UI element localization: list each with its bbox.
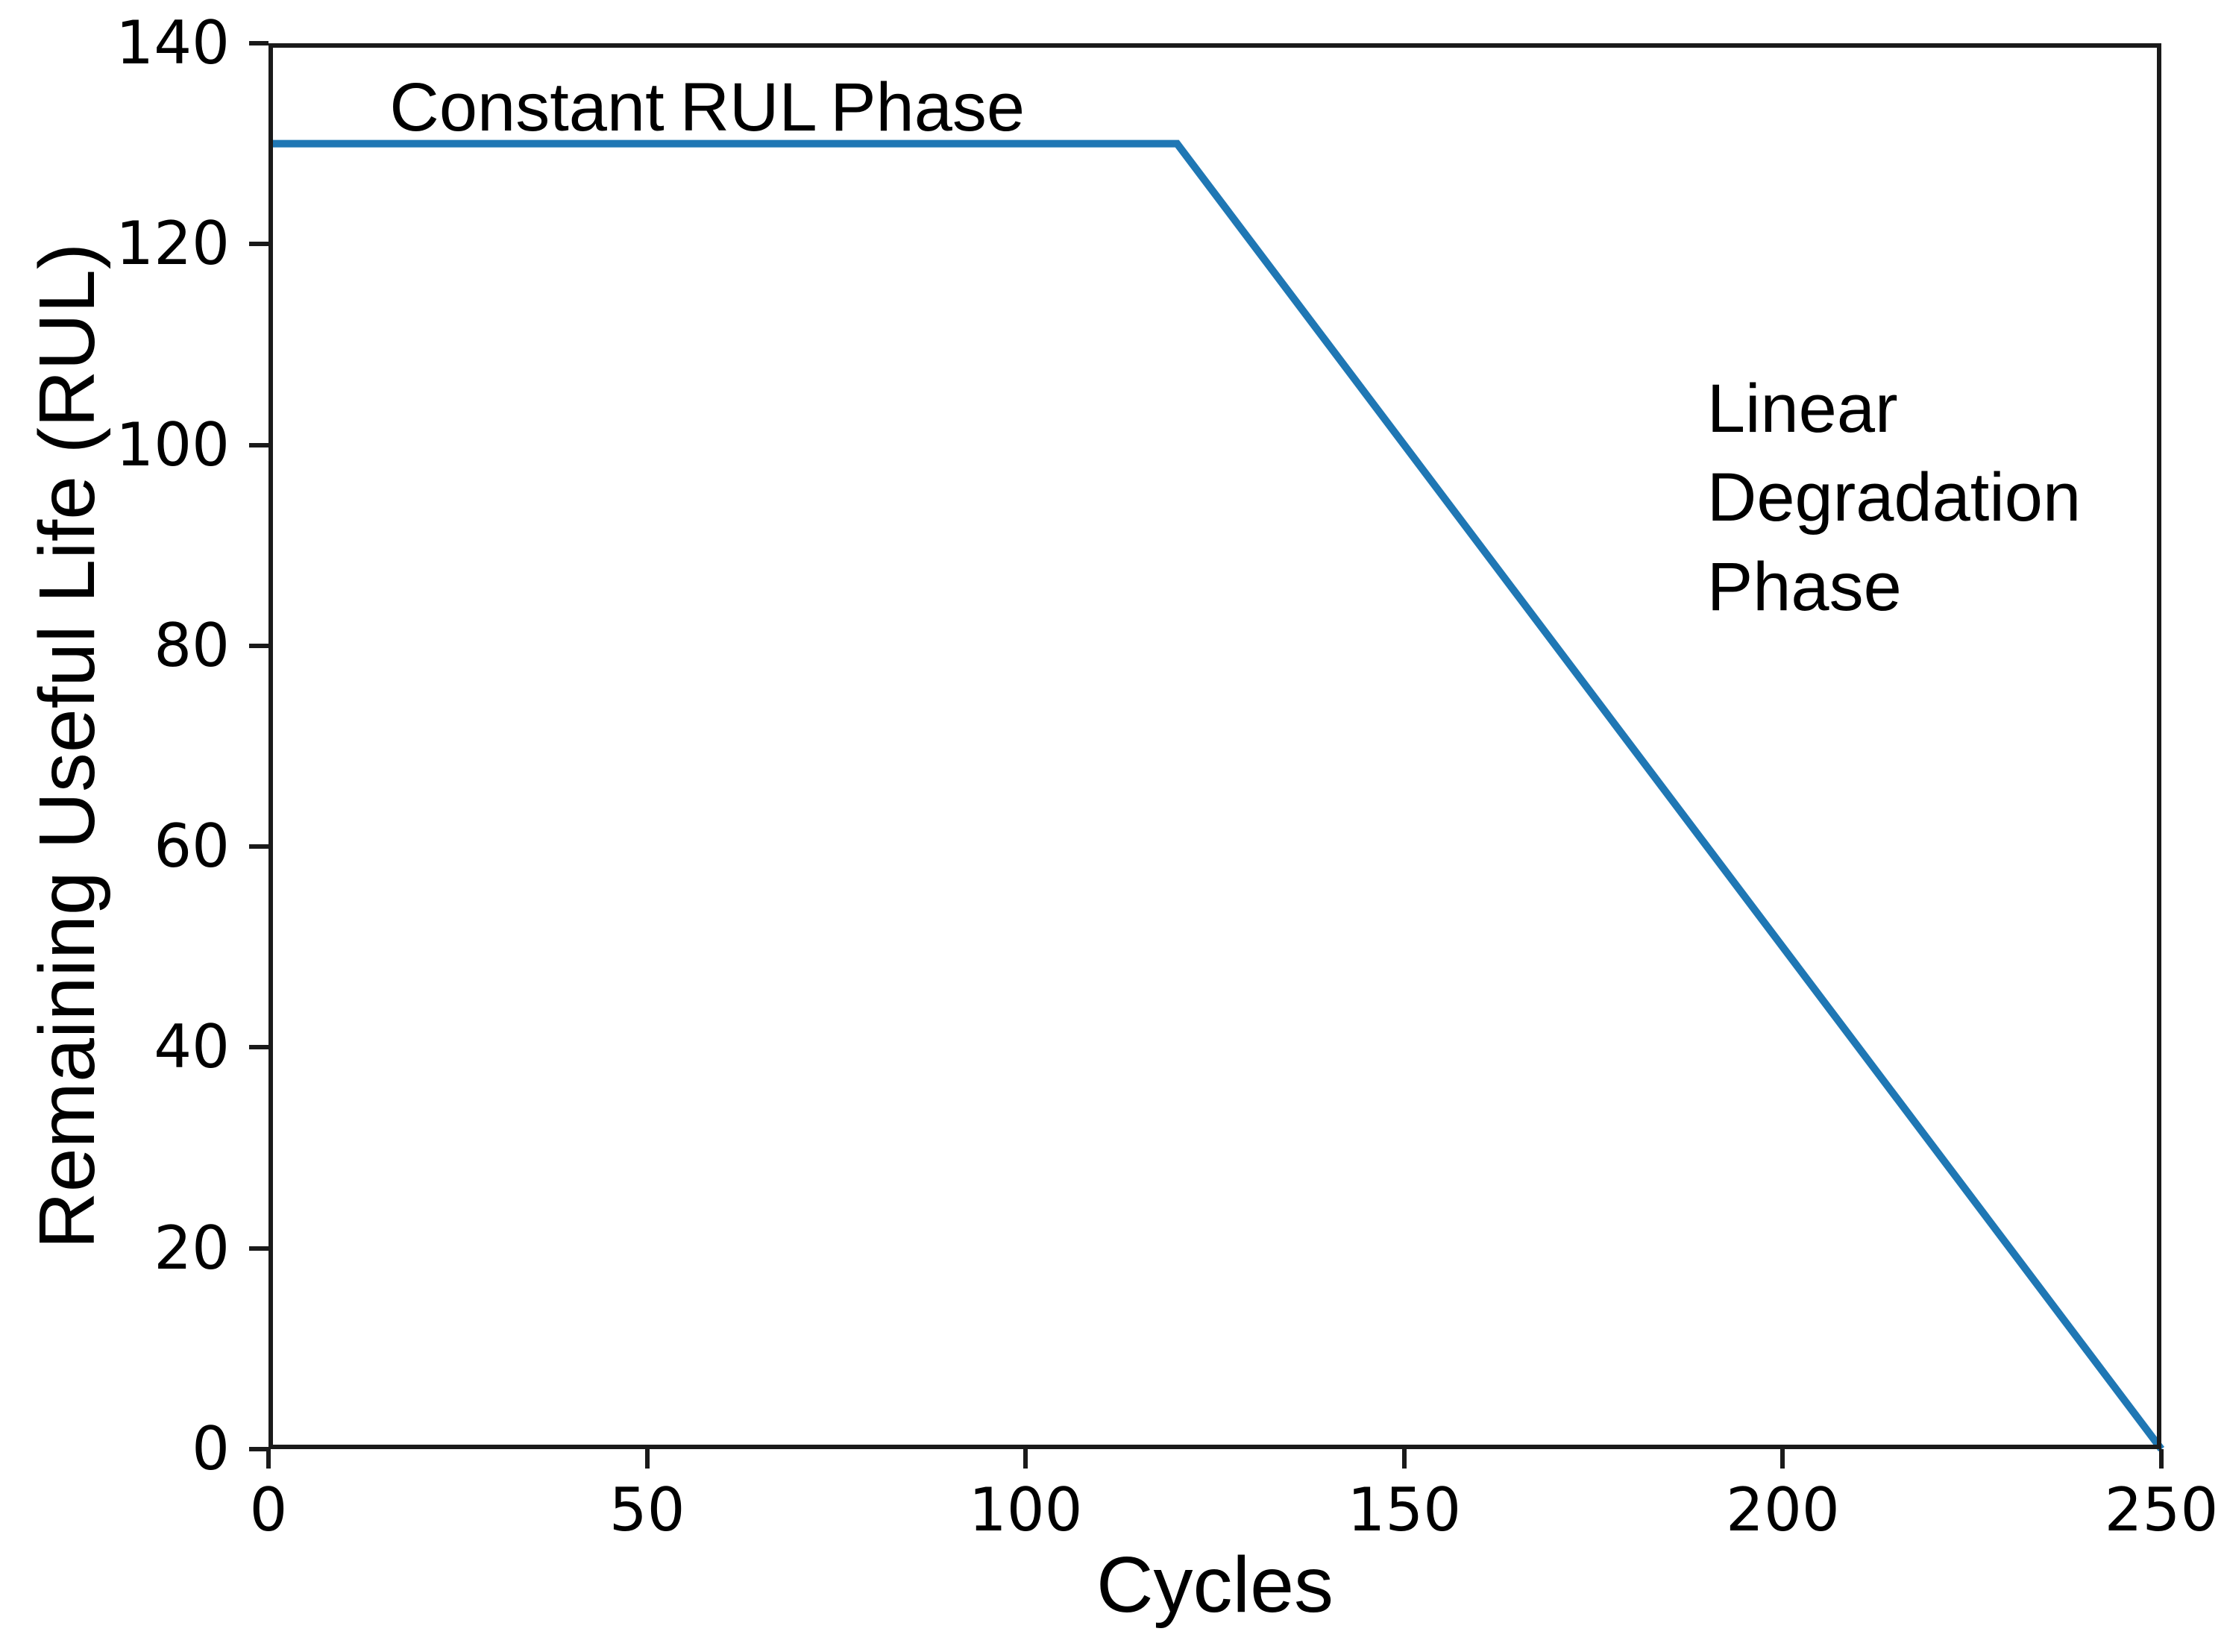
series-line-rul-trajectory: [268, 144, 2161, 1449]
x-tick-label-0: 0: [249, 1475, 288, 1545]
series-svg: [268, 43, 2161, 1449]
x-tick-mark-50: [644, 1449, 650, 1469]
y-tick-label-140: 140: [116, 8, 230, 78]
y-axis-title: Remaining Useful Life (RUL): [23, 242, 112, 1250]
x-tick-mark-0: [266, 1449, 271, 1469]
y-tick-label-80: 80: [154, 610, 230, 680]
y-tick-label-0: 0: [192, 1414, 230, 1483]
y-tick-label-40: 40: [154, 1012, 230, 1082]
y-tick-mark-40: [249, 1045, 268, 1050]
annotation-linear-degradation-phase: Linear Degradation Phase: [1706, 370, 2082, 626]
y-tick-label-100: 100: [116, 409, 230, 480]
x-tick-mark-250: [2159, 1449, 2164, 1469]
y-tick-mark-100: [249, 442, 268, 447]
y-tick-mark-20: [249, 1246, 268, 1251]
x-tick-label-200: 200: [1726, 1475, 1840, 1545]
plot-area: 0 50 100 150 200 250 0 20 40 60 80 100 120 140 Constan…: [116, 10, 2218, 1543]
x-tick-label-50: 50: [609, 1475, 685, 1545]
x-tick-mark-150: [1401, 1449, 1407, 1469]
y-tick-label-20: 20: [154, 1213, 230, 1283]
x-tick-label-100: 100: [968, 1475, 1083, 1545]
x-tick-label-150: 150: [1347, 1475, 1462, 1545]
y-tick-label-60: 60: [154, 811, 230, 882]
y-tick-mark-140: [249, 41, 268, 45]
x-tick-mark-100: [1023, 1449, 1028, 1469]
y-tick-mark-60: [249, 844, 268, 849]
y-tick-mark-0: [249, 1447, 268, 1451]
annotation-constant-rul-phase: Constant RUL Phase: [389, 69, 1025, 145]
y-tick-label-120: 120: [116, 209, 230, 279]
y-tick-mark-120: [249, 242, 268, 247]
y-axis-title-wrap: Remaining Useful Life (RUL): [12, 43, 124, 1449]
y-tick-mark-80: [249, 643, 268, 648]
x-axis-title: Cycles: [1096, 1541, 1334, 1629]
x-tick-mark-200: [1780, 1449, 1785, 1469]
x-tick-label-250: 250: [2104, 1475, 2219, 1545]
